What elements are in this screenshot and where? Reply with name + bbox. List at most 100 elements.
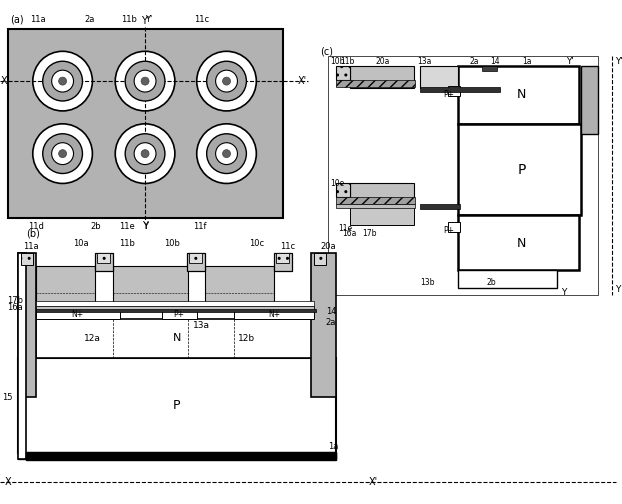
Text: 10e: 10e: [330, 179, 344, 188]
Circle shape: [223, 77, 231, 85]
Circle shape: [223, 150, 231, 158]
Text: (a): (a): [10, 15, 24, 25]
Bar: [420, 66, 458, 88]
Text: Y: Y: [615, 285, 620, 294]
Bar: [36, 301, 314, 305]
Text: P+: P+: [443, 226, 455, 235]
Text: 11b: 11b: [119, 238, 135, 247]
Bar: [458, 270, 557, 288]
Text: 11f: 11f: [193, 222, 207, 231]
Circle shape: [33, 51, 93, 111]
Bar: [276, 253, 289, 263]
Bar: [350, 205, 414, 225]
Text: Y': Y': [566, 57, 574, 66]
Text: X: X: [5, 476, 12, 486]
Circle shape: [43, 61, 83, 101]
Bar: [187, 253, 205, 271]
Bar: [234, 310, 314, 319]
Circle shape: [134, 143, 156, 165]
Circle shape: [207, 134, 246, 173]
Bar: [420, 204, 460, 209]
Text: 11a: 11a: [30, 15, 45, 24]
Circle shape: [216, 70, 238, 92]
Bar: [98, 253, 110, 263]
Circle shape: [197, 51, 256, 111]
Text: 11e: 11e: [119, 222, 135, 231]
Text: 1a: 1a: [522, 57, 531, 66]
Circle shape: [58, 77, 67, 85]
Bar: [350, 66, 414, 88]
Text: N: N: [517, 236, 526, 249]
Text: 10b: 10b: [164, 238, 180, 247]
Text: 20a: 20a: [320, 241, 336, 250]
Bar: [458, 124, 581, 215]
Bar: [26, 452, 336, 460]
Text: 14: 14: [490, 57, 499, 66]
Circle shape: [43, 134, 83, 173]
Text: Y': Y': [146, 15, 152, 24]
Text: 2a: 2a: [84, 15, 95, 24]
Text: 17b: 17b: [363, 229, 377, 237]
Text: (b): (b): [26, 228, 40, 238]
Bar: [18, 453, 336, 459]
Text: P: P: [173, 399, 180, 411]
Bar: [8, 29, 283, 218]
Bar: [458, 215, 579, 270]
Bar: [336, 183, 350, 198]
Text: 11c: 11c: [281, 241, 295, 250]
Bar: [328, 56, 598, 295]
Text: 17b: 17b: [7, 296, 23, 305]
Bar: [36, 266, 95, 308]
Text: 15: 15: [2, 393, 13, 402]
Text: 14: 14: [326, 307, 337, 316]
Bar: [18, 253, 36, 397]
Text: P+: P+: [443, 90, 455, 98]
Text: 13a: 13a: [193, 321, 210, 330]
Text: X: X: [1, 76, 7, 86]
Circle shape: [58, 150, 67, 158]
Bar: [162, 310, 197, 319]
Circle shape: [197, 124, 256, 183]
Text: 10b: 10b: [330, 57, 345, 66]
Bar: [581, 66, 598, 134]
Text: P: P: [518, 162, 526, 176]
Circle shape: [33, 124, 93, 183]
Text: 2a: 2a: [469, 57, 479, 66]
Circle shape: [216, 143, 238, 165]
Circle shape: [125, 61, 165, 101]
Bar: [336, 198, 415, 204]
Text: 11a: 11a: [23, 241, 39, 250]
Circle shape: [115, 124, 175, 183]
Text: 20a: 20a: [375, 57, 390, 66]
Bar: [350, 183, 414, 205]
Circle shape: [141, 77, 149, 85]
Bar: [205, 266, 274, 308]
Text: 13b: 13b: [420, 278, 435, 287]
Text: 11b: 11b: [341, 57, 355, 66]
Bar: [36, 308, 316, 311]
Bar: [336, 80, 415, 87]
Bar: [36, 310, 120, 319]
Bar: [448, 86, 460, 96]
Bar: [274, 253, 292, 271]
Bar: [95, 253, 113, 271]
Circle shape: [134, 70, 156, 92]
Text: 12a: 12a: [84, 334, 101, 343]
Text: Y': Y': [615, 57, 622, 66]
Text: 16a: 16a: [343, 229, 357, 237]
Text: X': X': [298, 76, 307, 86]
Text: (c): (c): [320, 46, 333, 56]
Circle shape: [52, 70, 73, 92]
Text: Y: Y: [142, 221, 148, 231]
Bar: [36, 305, 314, 310]
Text: 11d: 11d: [28, 222, 44, 231]
Text: Y: Y: [562, 288, 567, 297]
Bar: [420, 87, 499, 92]
Bar: [188, 253, 202, 263]
Text: Y: Y: [142, 222, 147, 231]
Text: N+: N+: [268, 310, 281, 319]
Bar: [482, 66, 497, 71]
Text: X': X': [369, 476, 378, 486]
Circle shape: [207, 61, 246, 101]
Text: 12b: 12b: [238, 334, 255, 343]
